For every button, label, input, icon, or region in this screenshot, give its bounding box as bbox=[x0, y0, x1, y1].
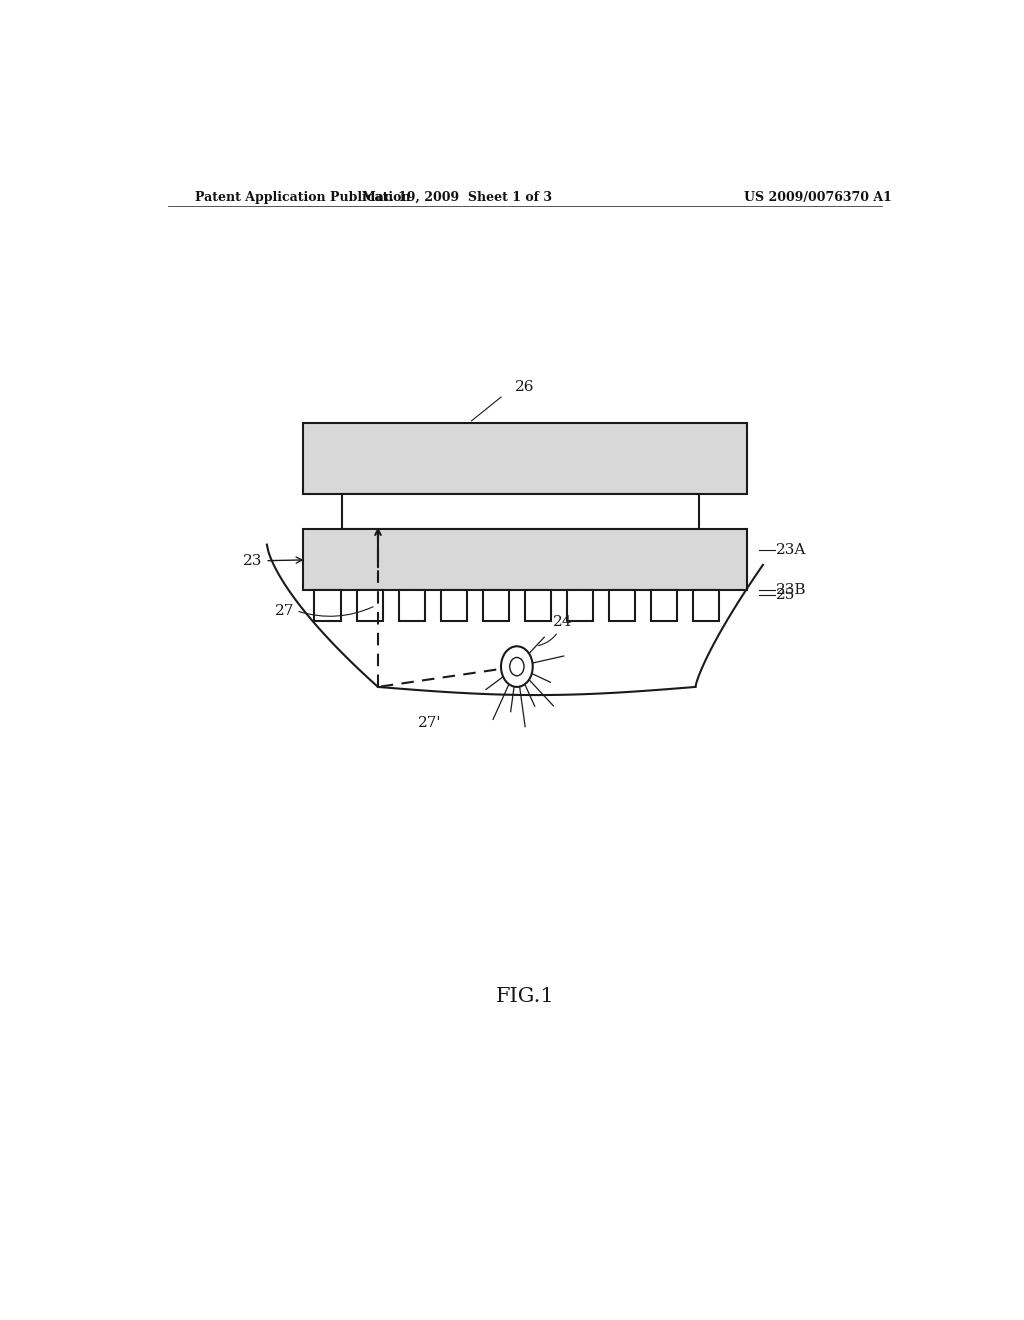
FancyBboxPatch shape bbox=[609, 590, 635, 620]
Text: 23B: 23B bbox=[776, 583, 807, 598]
Text: 25: 25 bbox=[776, 589, 796, 602]
Text: Mar. 19, 2009  Sheet 1 of 3: Mar. 19, 2009 Sheet 1 of 3 bbox=[362, 190, 552, 203]
Text: 27': 27' bbox=[418, 715, 441, 730]
Text: 26: 26 bbox=[515, 380, 535, 395]
Text: FIG.1: FIG.1 bbox=[496, 987, 554, 1006]
Text: US 2009/0076370 A1: US 2009/0076370 A1 bbox=[744, 190, 892, 203]
Circle shape bbox=[501, 647, 532, 686]
FancyBboxPatch shape bbox=[314, 590, 341, 620]
FancyBboxPatch shape bbox=[482, 590, 509, 620]
Text: Patent Application Publication: Patent Application Publication bbox=[196, 190, 411, 203]
FancyBboxPatch shape bbox=[398, 590, 425, 620]
Text: 23A: 23A bbox=[776, 543, 807, 557]
Circle shape bbox=[510, 657, 524, 676]
FancyBboxPatch shape bbox=[356, 590, 383, 620]
FancyBboxPatch shape bbox=[651, 590, 677, 620]
FancyBboxPatch shape bbox=[303, 529, 748, 590]
FancyBboxPatch shape bbox=[342, 494, 699, 529]
FancyBboxPatch shape bbox=[693, 590, 719, 620]
Text: 27: 27 bbox=[275, 603, 295, 618]
Text: 23: 23 bbox=[243, 554, 302, 568]
Text: 24: 24 bbox=[539, 615, 572, 645]
FancyBboxPatch shape bbox=[440, 590, 467, 620]
FancyBboxPatch shape bbox=[567, 590, 593, 620]
FancyBboxPatch shape bbox=[524, 590, 551, 620]
FancyBboxPatch shape bbox=[303, 422, 748, 494]
